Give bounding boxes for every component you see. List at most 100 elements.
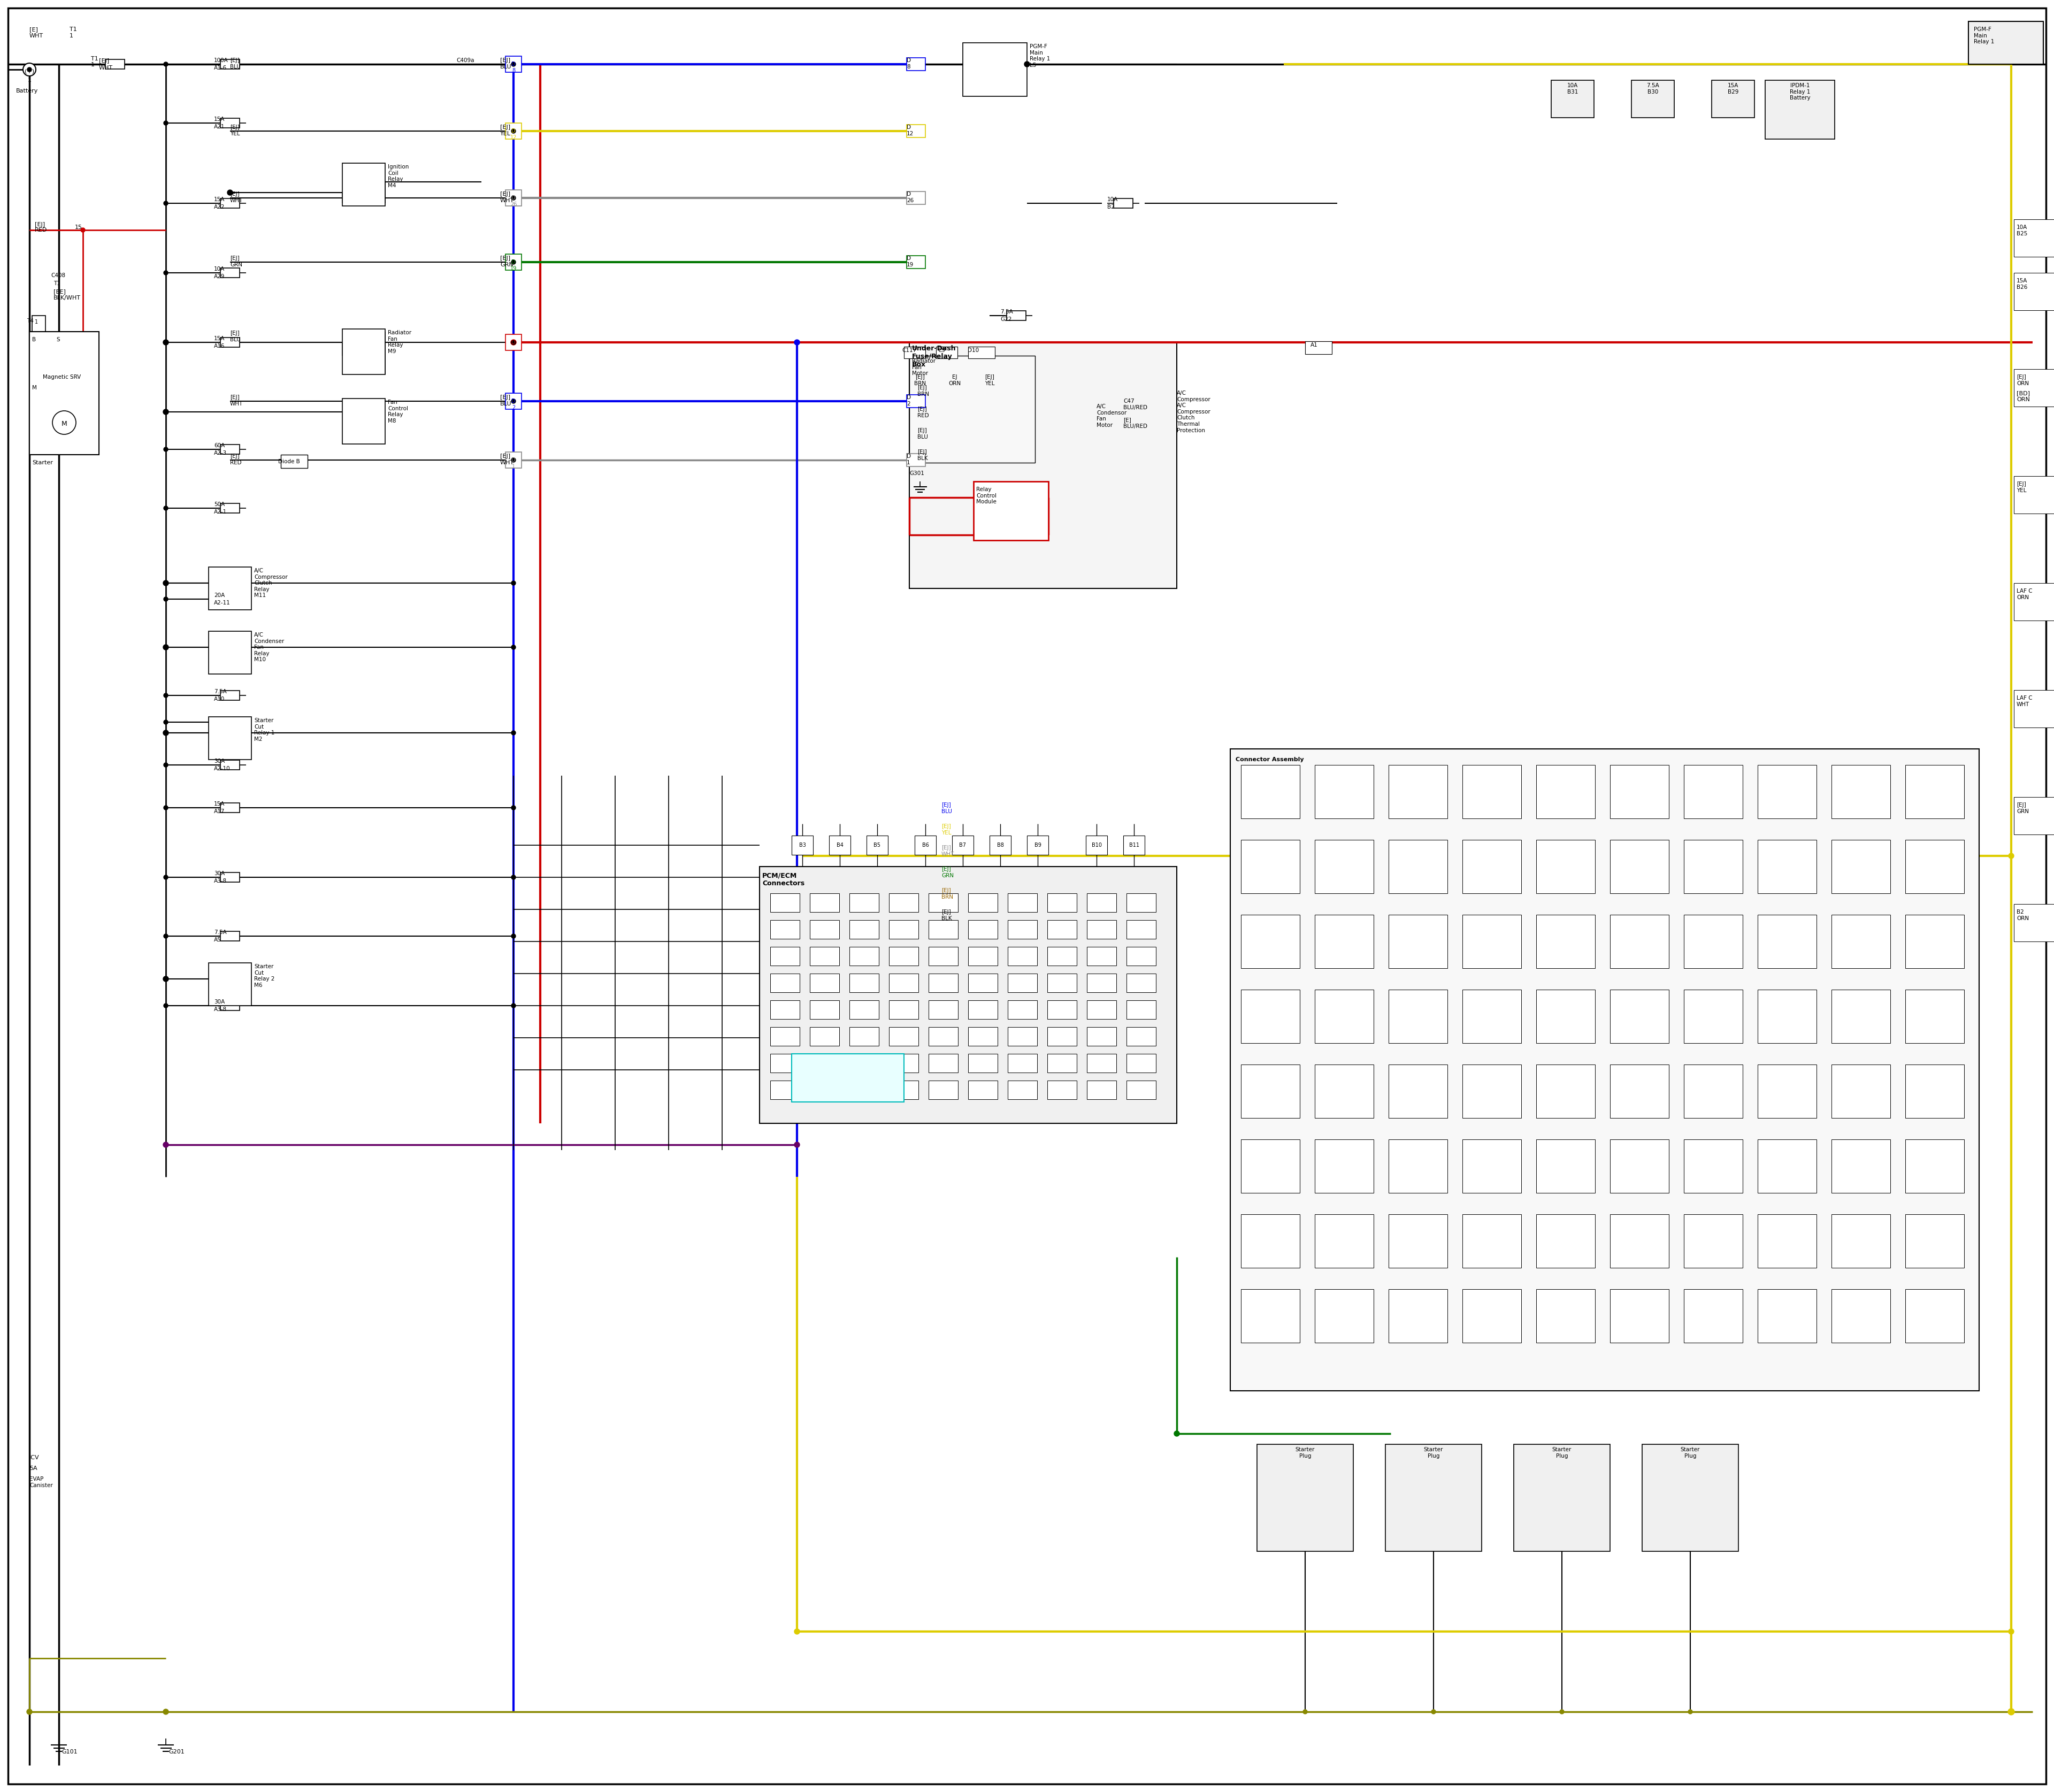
Bar: [343, 330, 386, 375]
Bar: [1230, 749, 1980, 1391]
Text: BLU: BLU: [499, 401, 511, 407]
Bar: [1758, 765, 1816, 819]
Bar: [990, 835, 1011, 855]
Circle shape: [162, 409, 168, 414]
Text: A/C
Compressor
A/C
Compressor
Clutch
Thermal
Protection: A/C Compressor A/C Compressor Clutch The…: [1177, 391, 1210, 434]
Bar: [889, 1027, 918, 1047]
Circle shape: [27, 1710, 33, 1715]
Text: [EE]: [EE]: [53, 289, 66, 294]
Text: 15A: 15A: [214, 335, 224, 340]
Text: G301: G301: [910, 471, 924, 477]
Text: [E]: [E]: [29, 27, 37, 32]
Bar: [1009, 894, 1037, 912]
Bar: [967, 919, 998, 939]
Bar: [1126, 1000, 1156, 1020]
Bar: [1758, 840, 1816, 894]
Text: Diode B: Diode B: [277, 459, 300, 464]
Bar: [1536, 1140, 1596, 1193]
Bar: [210, 717, 251, 760]
Text: D: D: [511, 340, 516, 346]
Bar: [770, 946, 799, 966]
Text: [EJ]
ORN: [EJ] ORN: [2017, 375, 2029, 385]
Text: IPDM-1
Relay 1
Battery: IPDM-1 Relay 1 Battery: [1789, 82, 1810, 100]
Bar: [1315, 1215, 1374, 1267]
Bar: [1389, 914, 1448, 968]
Text: D
8: D 8: [906, 57, 910, 70]
Text: 30A: 30A: [214, 758, 224, 763]
Bar: [220, 690, 240, 701]
Text: 7.5A: 7.5A: [1000, 310, 1013, 315]
Bar: [1389, 1064, 1448, 1118]
Bar: [1832, 765, 1890, 819]
Text: A1: A1: [1310, 342, 1319, 348]
Text: [EJ]: [EJ]: [499, 192, 509, 197]
Circle shape: [511, 731, 516, 735]
Text: B10: B10: [1091, 842, 1101, 848]
Text: [EJ]: [EJ]: [499, 453, 509, 459]
Bar: [1906, 840, 1964, 894]
Text: Radiator
Fan
Relay
M9: Radiator Fan Relay M9: [388, 330, 411, 355]
Text: 10A: 10A: [214, 267, 224, 272]
Bar: [505, 190, 522, 206]
Text: D
12: D 12: [509, 129, 518, 140]
Bar: [1126, 1027, 1156, 1047]
Circle shape: [164, 63, 168, 66]
Bar: [1832, 1140, 1890, 1193]
Bar: [1610, 914, 1668, 968]
Text: 10A
B25: 10A B25: [2017, 224, 2027, 237]
Circle shape: [162, 581, 168, 586]
Text: D
2: D 2: [511, 398, 516, 410]
Bar: [29, 332, 99, 455]
Bar: [505, 56, 522, 72]
Bar: [1832, 1288, 1890, 1342]
Circle shape: [27, 68, 31, 72]
Text: BLU: BLU: [499, 65, 511, 70]
Text: A22: A22: [214, 204, 224, 210]
Bar: [889, 946, 918, 966]
Bar: [1536, 1288, 1596, 1342]
Bar: [1048, 894, 1076, 912]
Bar: [220, 337, 240, 348]
Bar: [830, 835, 850, 855]
Text: B8: B8: [996, 842, 1004, 848]
Bar: [910, 357, 1035, 462]
Circle shape: [2009, 853, 2013, 858]
Text: M: M: [62, 421, 68, 428]
Bar: [1389, 1215, 1448, 1267]
Bar: [770, 973, 799, 993]
Bar: [2013, 272, 2054, 310]
Bar: [1006, 310, 1025, 321]
Bar: [220, 199, 240, 208]
Bar: [220, 118, 240, 127]
Text: 1: 1: [70, 34, 74, 38]
Text: A1-6: A1-6: [214, 65, 226, 70]
Bar: [928, 946, 957, 966]
Bar: [1906, 989, 1964, 1043]
Text: Starter
Plug: Starter Plug: [1680, 1446, 1701, 1459]
Bar: [1315, 914, 1374, 968]
Bar: [1009, 973, 1037, 993]
Bar: [1087, 1081, 1115, 1098]
Text: PCM/ECM
Connectors: PCM/ECM Connectors: [762, 873, 805, 887]
Bar: [1832, 1215, 1890, 1267]
Bar: [2013, 903, 2054, 941]
Bar: [1027, 835, 1048, 855]
Text: WHT: WHT: [99, 65, 113, 70]
Text: A3-8: A3-8: [214, 878, 226, 883]
Bar: [2013, 369, 2054, 407]
Bar: [1684, 1288, 1742, 1342]
Text: G101: G101: [62, 1749, 78, 1754]
Bar: [220, 444, 240, 453]
Text: D
19: D 19: [509, 260, 518, 271]
Circle shape: [164, 874, 168, 880]
Circle shape: [1175, 1432, 1179, 1435]
Bar: [220, 595, 240, 604]
Bar: [967, 973, 998, 993]
Text: 15A
B29: 15A B29: [1727, 82, 1738, 95]
Text: [EJ]
BRN: [EJ] BRN: [941, 889, 953, 900]
Circle shape: [164, 120, 168, 125]
Bar: [1315, 989, 1374, 1043]
Bar: [809, 1081, 840, 1098]
Text: D
1: D 1: [906, 453, 910, 466]
Bar: [889, 919, 918, 939]
